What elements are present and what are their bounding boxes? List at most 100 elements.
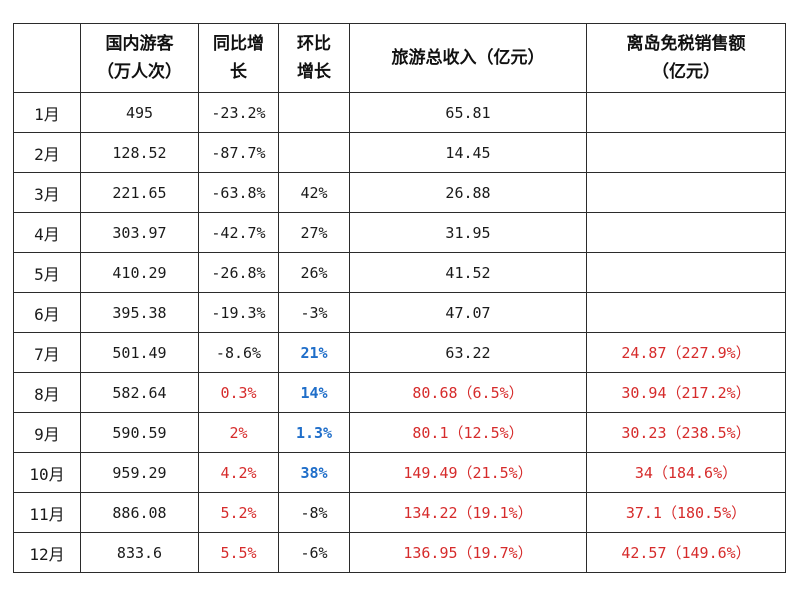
- cell-yoy: -23.2%: [198, 92, 279, 133]
- table-row: 6月 395.38 -19.3% -3% 47.07: [13, 292, 786, 333]
- cell-yoy: 4.2%: [198, 452, 279, 493]
- cell-yoy: -8.6%: [198, 332, 279, 373]
- tourism-stats-table: 国内游客 （万人次） 同比增长 环比增长 旅游总收入（亿元） 离岛免税销售额 （亿元…: [13, 23, 786, 573]
- table-row: 8月 582.64 0.3% 14% 80.68（6.5%） 30.94（217.2%）: [13, 372, 786, 413]
- cell-visitors: 582.64: [80, 372, 199, 413]
- header-line: （万人次）: [97, 62, 182, 82]
- cell-visitors: 410.29: [80, 252, 199, 293]
- cell-revenue: 63.22: [349, 332, 587, 373]
- cell-month: 11月: [13, 492, 81, 533]
- cell-month: 9月: [13, 412, 81, 453]
- cell-revenue: 80.1（12.5%）: [349, 412, 587, 453]
- cell-dutyfree: [586, 172, 786, 213]
- table-row: 1月 495 -23.2% 65.81: [13, 92, 786, 133]
- cell-dutyfree: 34（184.6%）: [586, 452, 786, 493]
- header-line: （亿元）: [652, 62, 720, 82]
- cell-mom: 26%: [278, 252, 350, 293]
- cell-mom: 38%: [278, 452, 350, 493]
- header-row: 国内游客 （万人次） 同比增长 环比增长 旅游总收入（亿元） 离岛免税销售额 （亿元…: [13, 23, 786, 93]
- cell-month: 5月: [13, 252, 81, 293]
- cell-visitors: 959.29: [80, 452, 199, 493]
- cell-revenue: 136.95（19.7%）: [349, 532, 587, 573]
- cell-revenue: 14.45: [349, 132, 587, 173]
- header-line: 增长: [297, 62, 331, 82]
- cell-dutyfree: [586, 252, 786, 293]
- cell-mom: 14%: [278, 372, 350, 413]
- cell-yoy: 5.2%: [198, 492, 279, 533]
- cell-mom: 1.3%: [278, 412, 350, 453]
- header-line: 国内游客: [105, 34, 174, 54]
- cell-month: 4月: [13, 212, 81, 253]
- header-yoy-growth: 同比增长: [198, 23, 279, 93]
- cell-yoy: -26.8%: [198, 252, 279, 293]
- header-domestic-visitors: 国内游客 （万人次）: [80, 23, 199, 93]
- cell-visitors: 303.97: [80, 212, 199, 253]
- cell-dutyfree: 30.23（238.5%）: [586, 412, 786, 453]
- cell-visitors: 221.65: [80, 172, 199, 213]
- cell-yoy: 0.3%: [198, 372, 279, 413]
- table-row: 3月 221.65 -63.8% 42% 26.88: [13, 172, 786, 213]
- cell-mom: 42%: [278, 172, 350, 213]
- table-row: 7月 501.49 -8.6% 21% 63.22 24.87（227.9%）: [13, 332, 786, 373]
- cell-yoy: -63.8%: [198, 172, 279, 213]
- cell-dutyfree: 37.1（180.5%）: [586, 492, 786, 533]
- table-row: 2月 128.52 -87.7% 14.45: [13, 132, 786, 173]
- cell-month: 12月: [13, 532, 81, 573]
- cell-revenue: 149.49（21.5%）: [349, 452, 587, 493]
- cell-revenue: 65.81: [349, 92, 587, 133]
- cell-mom: [278, 92, 350, 133]
- cell-dutyfree: [586, 92, 786, 133]
- table-row: 11月 886.08 5.2% -8% 134.22（19.1%） 37.1（180.5%…: [13, 492, 786, 533]
- cell-visitors: 395.38: [80, 292, 199, 333]
- cell-month: 8月: [13, 372, 81, 413]
- cell-visitors: 886.08: [80, 492, 199, 533]
- header-line: 长: [230, 62, 247, 82]
- cell-revenue: 80.68（6.5%）: [349, 372, 587, 413]
- cell-dutyfree: [586, 132, 786, 173]
- cell-revenue: 41.52: [349, 252, 587, 293]
- cell-visitors: 495: [80, 92, 199, 133]
- cell-visitors: 128.52: [80, 132, 199, 173]
- cell-yoy: 2%: [198, 412, 279, 453]
- cell-month: 3月: [13, 172, 81, 213]
- header-line: 旅游总收入（亿元）: [391, 48, 545, 68]
- cell-month: 10月: [13, 452, 81, 493]
- cell-revenue: 134.22（19.1%）: [349, 492, 587, 533]
- cell-revenue: 31.95: [349, 212, 587, 253]
- cell-visitors: 590.59: [80, 412, 199, 453]
- header-dutyfree-sales: 离岛免税销售额 （亿元）: [586, 23, 786, 93]
- cell-yoy: 5.5%: [198, 532, 279, 573]
- cell-revenue: 47.07: [349, 292, 587, 333]
- cell-visitors: 833.6: [80, 532, 199, 573]
- header-line: 同比增: [213, 34, 264, 54]
- table-row: 10月 959.29 4.2% 38% 149.49（21.5%） 34（184.6%）: [13, 452, 786, 493]
- cell-yoy: -87.7%: [198, 132, 279, 173]
- cell-month: 6月: [13, 292, 81, 333]
- cell-dutyfree: [586, 292, 786, 333]
- cell-dutyfree: 42.57（149.6%）: [586, 532, 786, 573]
- table-row: 4月 303.97 -42.7% 27% 31.95: [13, 212, 786, 253]
- cell-month: 2月: [13, 132, 81, 173]
- header-tourism-revenue: 旅游总收入（亿元）: [349, 23, 587, 93]
- cell-month: 7月: [13, 332, 81, 373]
- cell-mom: 27%: [278, 212, 350, 253]
- cell-dutyfree: 24.87（227.9%）: [586, 332, 786, 373]
- cell-dutyfree: 30.94（217.2%）: [586, 372, 786, 413]
- cell-mom: -3%: [278, 292, 350, 333]
- table-row: 12月 833.6 5.5% -6% 136.95（19.7%） 42.57（149.6%…: [13, 532, 786, 573]
- table-row: 5月 410.29 -26.8% 26% 41.52: [13, 252, 786, 293]
- cell-mom: -8%: [278, 492, 350, 533]
- cell-mom: 21%: [278, 332, 350, 373]
- cell-mom: -6%: [278, 532, 350, 573]
- cell-yoy: -19.3%: [198, 292, 279, 333]
- header-line: 环比: [297, 34, 331, 54]
- table-header: 国内游客 （万人次） 同比增长 环比增长 旅游总收入（亿元） 离岛免税销售额 （亿元…: [13, 23, 786, 93]
- cell-yoy: -42.7%: [198, 212, 279, 253]
- header-corner: [13, 23, 81, 93]
- cell-dutyfree: [586, 212, 786, 253]
- header-mom-growth: 环比 增长: [278, 23, 350, 93]
- cell-mom: [278, 132, 350, 173]
- cell-visitors: 501.49: [80, 332, 199, 373]
- header-line: 离岛免税销售额: [626, 34, 746, 54]
- cell-revenue: 26.88: [349, 172, 587, 213]
